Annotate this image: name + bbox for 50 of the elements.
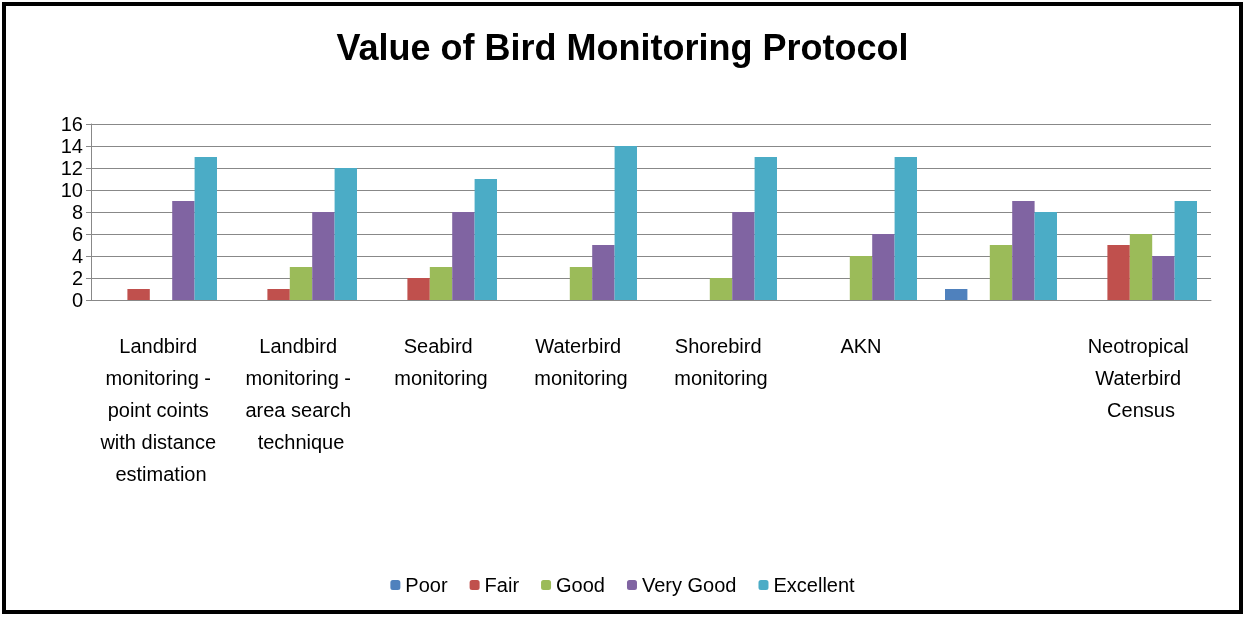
bar bbox=[172, 201, 195, 300]
x-tick-label: Landbird monitoring - point coints with distance estimation bbox=[99, 335, 222, 485]
x-tick-label: AKN bbox=[840, 335, 882, 357]
bar bbox=[732, 212, 755, 300]
y-tick-label: 10 bbox=[60, 179, 83, 201]
legend-label: Very Good bbox=[641, 574, 737, 596]
bar bbox=[849, 256, 873, 300]
bar bbox=[1012, 201, 1035, 300]
legend-label: Poor bbox=[405, 574, 448, 596]
x-tick-label: Landbird monitoring - area search technique bbox=[245, 335, 357, 453]
bar bbox=[289, 267, 313, 300]
y-tick-label: 2 bbox=[71, 267, 83, 289]
bar bbox=[1129, 234, 1153, 300]
legend-label: Fair bbox=[484, 574, 520, 596]
y-tick-label: 6 bbox=[71, 223, 83, 245]
bar bbox=[569, 267, 593, 300]
bar bbox=[334, 168, 357, 300]
y-tick-label: 14 bbox=[60, 135, 83, 157]
bar bbox=[429, 267, 453, 300]
bar bbox=[1107, 245, 1130, 300]
bar bbox=[474, 179, 497, 300]
bar bbox=[127, 289, 150, 300]
x-tick-label: Neotropical Waterbird Census bbox=[1087, 335, 1195, 421]
bar bbox=[614, 146, 637, 300]
bar bbox=[267, 289, 290, 300]
bar bbox=[407, 278, 430, 300]
x-tick-label: Waterbird monitoring bbox=[534, 335, 628, 389]
y-tick-label: 0 bbox=[71, 289, 83, 311]
bar bbox=[709, 278, 733, 300]
bar bbox=[312, 212, 335, 300]
chart-title: Value of Bird Monitoring Protocol bbox=[336, 26, 909, 68]
bar bbox=[194, 157, 217, 300]
bar bbox=[1152, 256, 1175, 300]
bar bbox=[592, 245, 615, 300]
legend-label: Good bbox=[556, 574, 605, 596]
bar bbox=[894, 157, 917, 300]
bar bbox=[754, 157, 777, 300]
bar bbox=[1034, 212, 1057, 300]
y-tick-label: 4 bbox=[71, 245, 83, 267]
y-tick-label: 8 bbox=[71, 201, 83, 223]
bar bbox=[989, 245, 1013, 300]
legend-label: Excellent bbox=[773, 574, 856, 596]
bar bbox=[945, 289, 968, 300]
bar bbox=[1174, 201, 1197, 300]
x-tick-label: Shorebird monitoring bbox=[674, 335, 768, 389]
x-tick-label: Seabird monitoring bbox=[394, 335, 488, 389]
y-tick-label: 16 bbox=[60, 113, 83, 135]
bar bbox=[452, 212, 475, 300]
y-tick-label: 12 bbox=[60, 157, 83, 179]
bar bbox=[872, 234, 895, 300]
